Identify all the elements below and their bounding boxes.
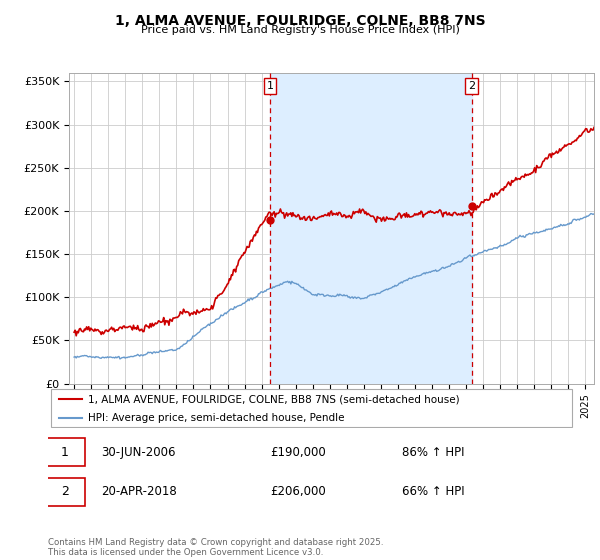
Text: £190,000: £190,000 (270, 446, 326, 459)
Text: 2: 2 (468, 81, 475, 91)
FancyBboxPatch shape (46, 438, 85, 466)
Text: £206,000: £206,000 (270, 486, 326, 498)
FancyBboxPatch shape (50, 389, 572, 427)
Bar (270, 73, 472, 384)
Text: Price paid vs. HM Land Registry's House Price Index (HPI): Price paid vs. HM Land Registry's House … (140, 25, 460, 35)
Point (265, 215, 275, 224)
FancyBboxPatch shape (46, 478, 85, 506)
Text: 86% ↑ HPI: 86% ↑ HPI (402, 446, 464, 459)
Text: 66% ↑ HPI: 66% ↑ HPI (402, 486, 464, 498)
Text: 20-APR-2018: 20-APR-2018 (101, 486, 176, 498)
Text: 1: 1 (266, 81, 274, 91)
Text: HPI: Average price, semi-detached house, Pendle: HPI: Average price, semi-detached house,… (88, 413, 344, 423)
Text: 1, ALMA AVENUE, FOULRIDGE, COLNE, BB8 7NS: 1, ALMA AVENUE, FOULRIDGE, COLNE, BB8 7N… (115, 14, 485, 28)
Text: 2: 2 (61, 486, 69, 498)
Text: 30-JUN-2006: 30-JUN-2006 (101, 446, 175, 459)
Point (467, 201, 476, 210)
Text: Contains HM Land Registry data © Crown copyright and database right 2025.
This d: Contains HM Land Registry data © Crown c… (48, 538, 383, 557)
Text: 1: 1 (61, 446, 69, 459)
Text: 1, ALMA AVENUE, FOULRIDGE, COLNE, BB8 7NS (semi-detached house): 1, ALMA AVENUE, FOULRIDGE, COLNE, BB8 7N… (88, 394, 459, 404)
